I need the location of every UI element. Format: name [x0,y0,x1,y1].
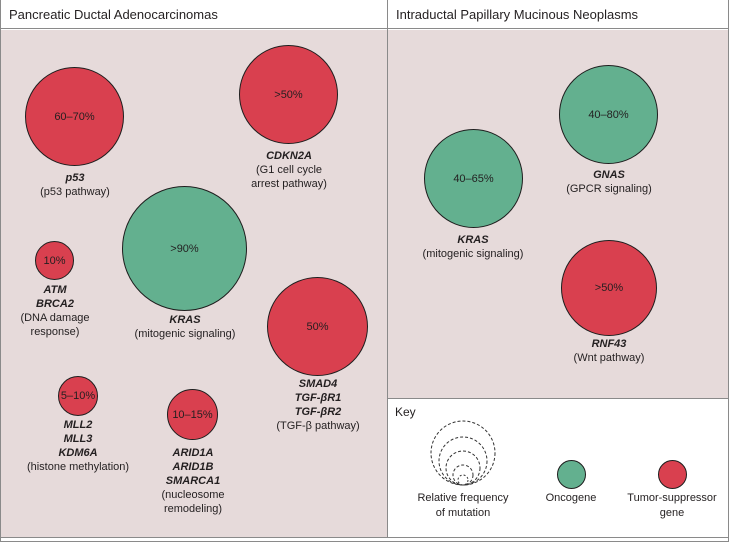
atm-label: ATM BRCA2 (DNA damage response) [5,283,105,339]
pdac-title: Pancreatic Ductal Adenocarcinomas [1,0,387,29]
kras-pdac-pct: >90% [170,242,199,255]
gnas-pct: 40–80% [588,108,629,121]
arid-desc2: remodeling) [163,503,223,515]
key-oncogene-label: Oncogene [545,492,597,504]
oncogene-key-icon [557,460,586,489]
frequency-icon [430,420,496,486]
kras-ipmn-gene: KRAS [457,234,489,246]
arid-desc1: (nucleosome [161,489,225,501]
arid-pct: 10–15% [172,408,213,421]
arid-gene3: SMARCA1 [165,475,221,487]
key-freq1: Relative frequency [417,492,509,504]
smad4-gene3: TGF-βR2 [294,406,342,418]
atm-desc2: response) [30,326,80,338]
cdkn2a-pct: >50% [274,88,303,101]
kras-circle-pdac: >90% [122,186,247,311]
rnf43-pct: >50% [594,282,624,294]
mll-label: MLL2 MLL3 KDM6A (histone methylation) [18,418,138,474]
arid-gene2: ARID1B [172,461,214,473]
key-tsg-label: Tumor-suppressor gene [617,491,727,521]
key-tsg1: Tumor-suppressor [627,492,717,504]
p53-desc: (p53 pathway) [40,186,110,198]
cdkn2a-gene: CDKN2A [266,150,312,162]
rnf43-gene: RNF43 [591,338,627,350]
p53-circle: 60–70% [25,67,124,166]
smad4-gene1: SMAD4 [298,378,338,390]
atm-desc1: (DNA damage [20,312,90,324]
key-frequency-label: Relative frequency of mutation [408,491,518,521]
p53-pct: 60–70% [54,110,95,123]
cdkn2a-desc2: arrest pathway) [251,178,327,190]
arid-circle: 10–15% [167,389,218,440]
arid-gene1: ARID1A [172,447,214,459]
kras-pdac-desc: (mitogenic signaling) [134,328,236,340]
p53-gene: p53 [65,172,85,184]
tsg-key-icon [658,460,687,489]
key-freq2: of mutation [435,507,491,519]
key-divider [388,398,728,399]
cdkn2a-circle: >50% [239,45,338,144]
smad4-gene2: TGF-βR1 [294,392,342,404]
gnas-desc: (GPCR signaling) [566,183,652,195]
kras-pdac-label: KRAS (mitogenic signaling) [120,313,250,341]
mll-gene3: KDM6A [58,447,98,459]
kras-ipmn-label: KRAS (mitogenic signaling) [413,233,533,261]
smad4-desc: (TGF-β pathway) [276,420,360,432]
arid-label: ARID1A ARID1B SMARCA1 (nucleosome remode… [142,446,244,516]
mll-pct: 5–10% [60,390,96,402]
rnf43-desc: (Wnt pathway) [573,352,645,364]
p53-label: p53 (p53 pathway) [20,171,130,199]
atm-pct: 10% [43,254,66,267]
smad4-pct: 50% [306,320,329,333]
gnas-circle: 40–80% [559,65,658,164]
cdkn2a-desc1: (G1 cell cycle [255,164,323,176]
key-title: Key [395,405,416,419]
ipmn-title: Intraductal Papillary Mucinous Neoplasms [388,0,728,29]
mll-circle: 5–10% [58,376,98,416]
mll-gene1: MLL2 [63,419,93,431]
atm-circle: 10% [35,241,74,280]
rnf43-circle: >50% [561,240,657,336]
panel-divider [387,0,388,538]
kras-pdac-gene: KRAS [169,314,201,326]
mll-desc: (histone methylation) [26,461,130,473]
kras-ipmn-pct: 40–65% [453,172,494,185]
key-tsg2: gene [659,507,685,519]
smad4-circle: 50% [267,277,368,376]
mll-gene2: MLL3 [63,433,93,445]
atm-gene1: ATM [43,284,67,296]
smad4-label: SMAD4 TGF-βR1 TGF-βR2 (TGF-β pathway) [262,377,374,433]
bottom-border [0,537,729,538]
rnf43-label: RNF43 (Wnt pathway) [549,337,669,365]
cdkn2a-label: CDKN2A (G1 cell cycle arrest pathway) [234,149,344,191]
gnas-gene: GNAS [593,169,625,181]
kras-ipmn-desc: (mitogenic signaling) [422,248,524,260]
atm-gene2: BRCA2 [36,298,74,310]
gnas-label: GNAS (GPCR signaling) [549,168,669,196]
kras-circle-ipmn: 40–65% [424,129,523,228]
